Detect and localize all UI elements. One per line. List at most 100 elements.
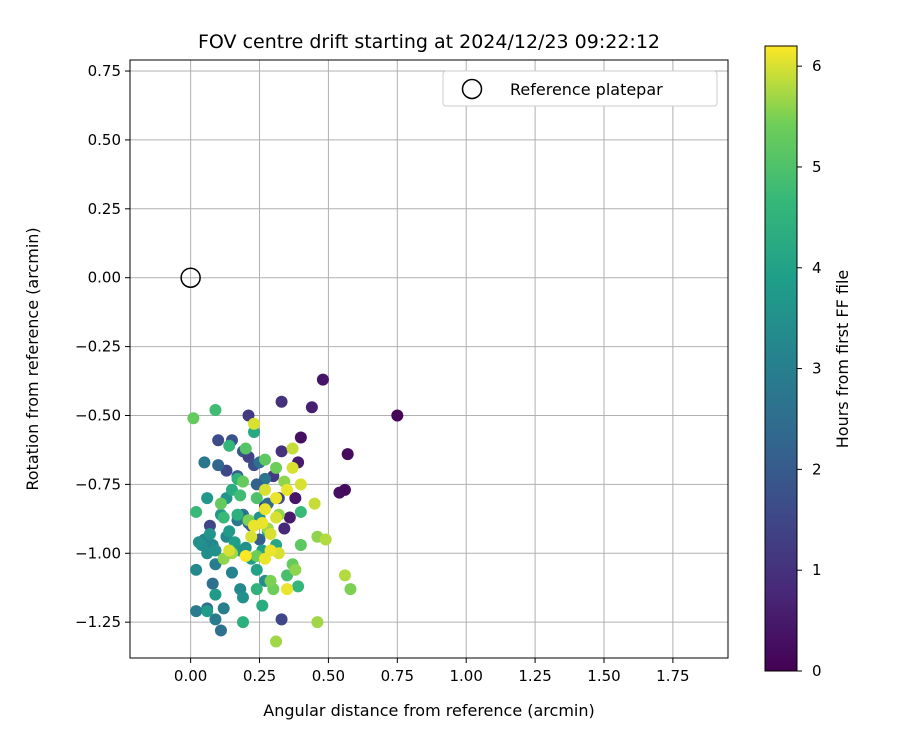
data-point	[289, 563, 302, 576]
data-point	[281, 583, 294, 596]
data-point	[275, 445, 288, 458]
colorbar-tick-label: 1	[812, 561, 822, 579]
x-axis-ticks: 0.00 0.25 0.50 0.75 1.00 1.25 1.50 1.75	[174, 658, 690, 685]
data-point	[270, 635, 283, 648]
x-tick-label: 0.75	[381, 667, 414, 685]
data-point	[270, 461, 283, 474]
data-point	[270, 511, 283, 524]
data-point	[344, 583, 357, 596]
data-points	[187, 373, 404, 648]
data-point	[292, 580, 305, 593]
data-point	[259, 483, 272, 496]
colorbar-tick-label: 6	[812, 57, 822, 75]
data-point	[283, 511, 296, 524]
data-point	[217, 511, 230, 524]
data-point	[311, 616, 324, 629]
data-point	[236, 591, 249, 604]
data-point	[248, 519, 261, 532]
data-point	[341, 448, 354, 461]
y-axis-label: Rotation from reference (arcmin)	[23, 227, 42, 490]
data-point	[289, 492, 302, 505]
data-point	[217, 602, 230, 615]
data-point	[201, 605, 214, 618]
colorbar-tick-label: 4	[812, 259, 822, 277]
plot-frame	[129, 59, 729, 659]
legend-box	[442, 70, 718, 107]
data-point	[212, 459, 225, 472]
colorbar-tick-label: 5	[812, 158, 822, 176]
data-point	[236, 616, 249, 629]
data-point	[209, 403, 222, 416]
data-point	[212, 434, 225, 447]
y-tick-label: 0.00	[88, 269, 121, 287]
data-point	[264, 574, 277, 587]
data-point	[286, 461, 299, 474]
data-point	[209, 544, 222, 557]
data-point	[264, 527, 277, 540]
y-tick-label: −0.75	[75, 475, 121, 493]
legend-reference-marker-icon	[461, 78, 483, 100]
x-tick-label: 0.50	[312, 667, 345, 685]
colorbar-label: Hours from first FF file	[833, 270, 852, 449]
data-point	[231, 508, 244, 521]
y-tick-label: −0.50	[75, 406, 121, 424]
y-tick-label: 0.75	[88, 62, 121, 80]
data-point	[294, 431, 307, 444]
data-point	[239, 550, 252, 563]
data-point	[190, 605, 203, 618]
y-tick-label: −1.25	[75, 613, 121, 631]
data-point	[239, 442, 252, 455]
data-point	[198, 456, 211, 469]
data-point	[305, 401, 318, 414]
data-point	[214, 624, 227, 637]
x-tick-label: 0.00	[174, 667, 207, 685]
data-point	[201, 492, 214, 505]
data-point	[203, 519, 216, 532]
data-point	[203, 527, 216, 540]
data-point	[338, 483, 351, 496]
data-point	[286, 442, 299, 455]
data-point	[259, 503, 272, 516]
x-tick-label: 1.75	[656, 667, 689, 685]
x-axis-label: Angular distance from reference (arcmin)	[263, 701, 594, 720]
data-point	[250, 563, 263, 576]
y-tick-label: 0.25	[88, 200, 121, 218]
data-point	[209, 588, 222, 601]
data-point	[239, 541, 252, 554]
data-point	[190, 563, 203, 576]
data-point	[250, 583, 263, 596]
data-point	[294, 539, 307, 552]
data-point	[256, 599, 269, 612]
reference-marker-layer	[180, 267, 201, 288]
data-point	[223, 525, 236, 538]
data-point	[236, 475, 249, 488]
data-point	[248, 417, 261, 430]
x-tick-label: 0.25	[243, 667, 276, 685]
reference-platepar-marker	[180, 267, 201, 288]
data-point	[245, 530, 258, 543]
colorbar-ticks: 0 1 2 3 4 5 6	[797, 57, 822, 680]
data-point	[248, 426, 261, 439]
data-point	[187, 412, 200, 425]
data-point	[223, 439, 236, 452]
data-point	[278, 522, 291, 535]
data-point	[391, 409, 404, 422]
colorbar-tick-label: 0	[812, 662, 822, 680]
data-point	[294, 478, 307, 491]
data-point	[223, 544, 236, 557]
data-point	[319, 533, 332, 546]
x-tick-label: 1.25	[518, 667, 551, 685]
legend-label: Reference platepar	[510, 80, 663, 99]
x-tick-label: 1.50	[587, 667, 620, 685]
data-point	[275, 613, 288, 626]
y-tick-label: −1.00	[75, 544, 121, 562]
data-point	[206, 577, 219, 590]
x-tick-label: 1.00	[449, 667, 482, 685]
data-point	[250, 492, 263, 505]
legend: Reference platepar	[442, 70, 718, 107]
data-point	[225, 566, 238, 579]
data-point	[214, 497, 227, 510]
data-point	[259, 552, 272, 565]
data-point	[294, 505, 307, 518]
